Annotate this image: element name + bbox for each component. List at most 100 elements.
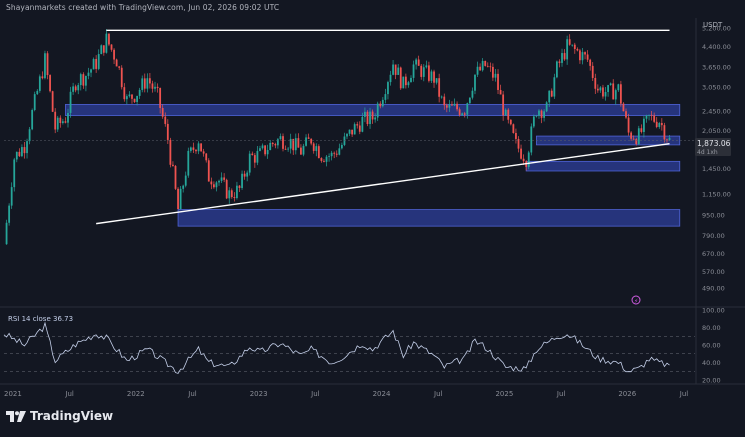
candle-body [412, 64, 415, 78]
candle-body [312, 143, 315, 151]
candle-body [471, 90, 474, 98]
time-axis-tick: 2024 [373, 390, 391, 398]
candle-body [248, 153, 251, 173]
candle-body [410, 77, 412, 83]
candle-body [123, 87, 126, 100]
rsi-axis-tick: 40.00 [702, 359, 721, 367]
candle-body [205, 153, 208, 161]
candle-body [522, 158, 525, 162]
candle-body [284, 148, 287, 150]
candle-body [164, 116, 167, 124]
rsi-layer [3, 321, 695, 374]
candle-body [492, 66, 494, 78]
candle-body [468, 97, 471, 104]
candle-body [166, 123, 169, 140]
candle-body [484, 60, 487, 66]
candle-body [543, 111, 545, 118]
candle-body [302, 145, 305, 155]
candle-body [51, 91, 54, 112]
time-axis-tick: 2026 [618, 390, 636, 398]
candle-body [404, 76, 407, 86]
candle-body [430, 71, 433, 81]
rsi-line [3, 321, 670, 374]
candle-body [474, 74, 476, 91]
candle-body [220, 177, 223, 181]
candle-body [289, 138, 292, 149]
countdown-label: 4d 1xh [697, 149, 718, 156]
candle-body [497, 73, 499, 90]
trendline-layer [4, 29, 695, 225]
price-axis-tick: 790.00 [702, 232, 725, 240]
candle-body [184, 175, 187, 186]
candle-body [210, 181, 213, 185]
candle-body [330, 152, 333, 157]
candle-body [38, 76, 41, 91]
candle-body [509, 119, 512, 125]
candle-body [161, 108, 164, 117]
candle-body [266, 150, 269, 155]
candle-body [59, 117, 62, 123]
candle-body [371, 111, 374, 120]
candle-body [187, 150, 190, 176]
candle-body [576, 48, 579, 51]
candle-body [105, 33, 108, 53]
candle-body [607, 85, 609, 93]
candle-body [458, 109, 461, 116]
candle-body [417, 59, 420, 66]
candle-body [650, 114, 653, 116]
candle-body [287, 148, 290, 150]
candle-body [609, 83, 612, 86]
candle-body [532, 116, 535, 127]
candle-body [374, 117, 377, 120]
candle-body [31, 110, 34, 130]
candle-body [325, 156, 328, 162]
candle-body [625, 111, 627, 118]
candle-body [663, 125, 666, 140]
candle-body [443, 96, 446, 106]
candle-body [381, 99, 384, 107]
candle-body [100, 45, 103, 55]
candle-body [356, 124, 359, 126]
time-axis-tick: 2022 [127, 390, 145, 398]
candle-body [563, 53, 566, 60]
candle-body [215, 182, 218, 188]
price-axis-tick: 3,650.00 [702, 64, 731, 72]
candle-body [26, 141, 28, 154]
candle-body [172, 164, 174, 166]
candle-body [36, 90, 39, 95]
candle-body [18, 151, 21, 157]
candle-body [512, 124, 515, 133]
candle-body [599, 87, 602, 91]
candle-body [307, 137, 310, 139]
event-marker-icon[interactable] [631, 295, 641, 305]
candle-body [212, 184, 215, 188]
tradingview-brand[interactable]: TradingView [6, 409, 113, 423]
candle-body [653, 115, 656, 122]
candle-body [415, 59, 418, 65]
candle-body [364, 111, 366, 117]
rsi-axis-tick: 100.00 [702, 307, 725, 315]
candle-body [596, 88, 599, 91]
candle-body [236, 185, 238, 199]
candle-body [538, 110, 540, 116]
candle-body [550, 90, 553, 97]
candle-body [333, 152, 336, 154]
candle-body [41, 76, 44, 79]
candle-body [169, 139, 172, 165]
candle-body [632, 138, 635, 140]
candle-body [233, 197, 236, 199]
candle-body [154, 86, 156, 89]
candle-body [115, 59, 118, 67]
lightning-icon: ⚡ [634, 298, 638, 305]
candle-body [568, 39, 571, 45]
candle-body [445, 105, 448, 108]
candle-body [389, 74, 392, 83]
candle-body [586, 54, 589, 60]
candle-body [259, 148, 261, 151]
candle-body [666, 139, 668, 141]
time-axis-tick: Jul [64, 390, 74, 398]
candle-body [579, 50, 581, 61]
candle-body [246, 172, 249, 177]
price-axis-tick: 490.00 [702, 285, 725, 293]
rsi-legend: RSI 14 close 36.73 [8, 315, 73, 323]
